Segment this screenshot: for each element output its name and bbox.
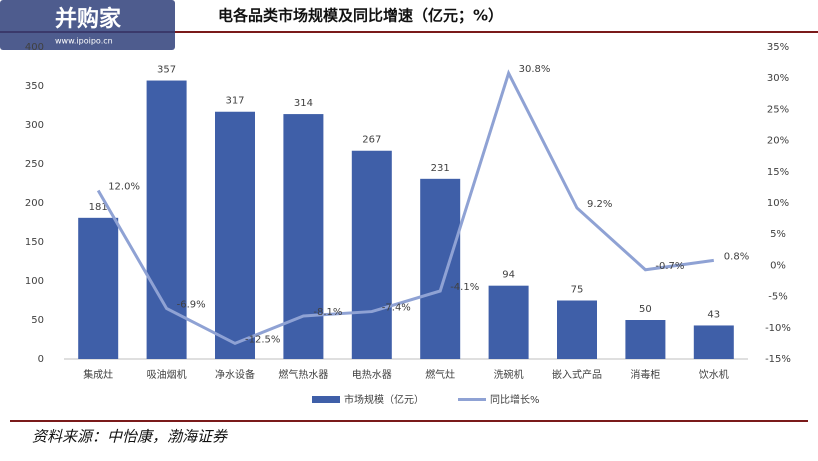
watermark-box bbox=[0, 0, 175, 50]
bar bbox=[488, 285, 529, 359]
bar-value-label: 43 bbox=[707, 309, 720, 320]
bar bbox=[215, 111, 255, 360]
line-value-label: -4.1% bbox=[450, 282, 479, 293]
legend-swatch bbox=[312, 396, 340, 403]
x-tick-label: 吸油烟机 bbox=[147, 368, 187, 381]
bar-value-label: 181 bbox=[89, 202, 108, 213]
y2-tick-label: 25% bbox=[767, 104, 789, 115]
y2-tick-label: 0% bbox=[770, 260, 786, 271]
source: 资料来源：中怡康，渤海证券 bbox=[32, 428, 228, 445]
x-tick-label: 消毒柜 bbox=[630, 368, 660, 381]
y2-tick-label: 10% bbox=[767, 198, 789, 209]
chart-title: 电各品类市场规模及同比增速（亿元；%） bbox=[218, 7, 503, 25]
bar-value-label: 50 bbox=[639, 304, 652, 315]
x-tick-label: 电热水器 bbox=[352, 368, 392, 381]
legend-label: 市场规模（亿元） bbox=[344, 393, 424, 406]
bar-value-label: 75 bbox=[571, 285, 584, 296]
line-value-label: 12.0% bbox=[108, 182, 140, 193]
y-tick-label: 400 bbox=[25, 42, 44, 53]
line-value-label: -12.5% bbox=[245, 334, 280, 345]
bar bbox=[625, 320, 666, 359]
y-tick-label: 50 bbox=[31, 315, 44, 326]
bar bbox=[351, 150, 392, 359]
bar-value-label: 94 bbox=[502, 270, 515, 281]
y-tick-label: 0 bbox=[38, 354, 44, 365]
line bbox=[96, 69, 715, 346]
y2-tick-label: 35% bbox=[767, 42, 789, 53]
line-value-label: -7.4% bbox=[382, 303, 411, 314]
y-tick-label: 350 bbox=[25, 81, 44, 92]
bar-value-label: 357 bbox=[157, 65, 176, 76]
line-value-label: 9.2% bbox=[587, 199, 612, 210]
y-tick-label: 300 bbox=[25, 120, 44, 131]
legend-label: 同比增长% bbox=[490, 393, 540, 406]
x-tick-label: 燃气灶 bbox=[425, 368, 455, 381]
bar-value-label: 267 bbox=[362, 135, 381, 146]
x-tick-label: 净水设备 bbox=[215, 368, 255, 381]
bar bbox=[693, 325, 734, 359]
line-value-label: -0.7% bbox=[655, 261, 684, 272]
bar-value-label: 231 bbox=[431, 163, 450, 174]
watermark-url: www.ipoipo.cn bbox=[55, 37, 113, 46]
x-tick-label: 燃气热水器 bbox=[278, 368, 328, 381]
y-tick-label: 250 bbox=[25, 159, 44, 170]
y-tick-label: 100 bbox=[25, 276, 44, 287]
line-value-label: -6.9% bbox=[177, 299, 206, 310]
bar-value-label: 317 bbox=[225, 96, 244, 107]
bar bbox=[557, 300, 597, 359]
bar-value-label: 314 bbox=[294, 98, 313, 109]
bar bbox=[146, 80, 187, 359]
y2-tick-label: 5% bbox=[770, 229, 786, 240]
line-value-label: -8.1% bbox=[313, 307, 342, 318]
line-value-label: 30.8% bbox=[519, 64, 551, 75]
x-tick-label: 嵌入式产品 bbox=[552, 368, 602, 381]
y2-tick-label: 20% bbox=[767, 136, 789, 147]
x-tick-label: 洗碗机 bbox=[494, 368, 524, 381]
x-tick-label: 集成灶 bbox=[83, 368, 113, 381]
y2-tick-label: -5% bbox=[768, 292, 787, 303]
y-tick-label: 200 bbox=[25, 198, 44, 209]
y2-tick-label: 15% bbox=[767, 167, 789, 178]
bar bbox=[420, 178, 461, 359]
bar bbox=[283, 114, 324, 359]
y2-tick-label: 30% bbox=[767, 73, 789, 84]
bar bbox=[78, 217, 119, 359]
line-value-label: 0.8% bbox=[724, 251, 749, 262]
y2-tick-label: -15% bbox=[765, 354, 791, 365]
watermark-name: 并购家 bbox=[55, 6, 122, 32]
x-tick-label: 饮水机 bbox=[699, 368, 729, 381]
y-tick-label: 150 bbox=[25, 237, 44, 248]
y2-tick-label: -10% bbox=[765, 323, 791, 334]
